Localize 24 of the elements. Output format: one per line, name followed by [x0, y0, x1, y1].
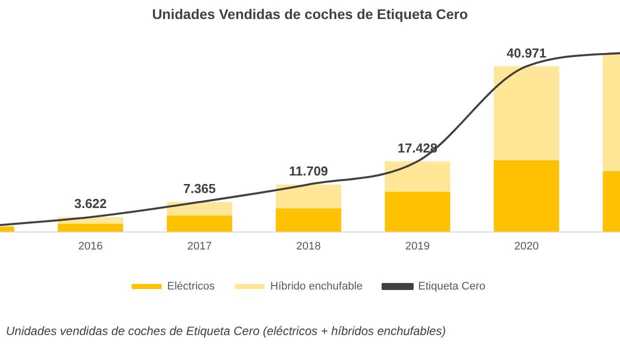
x-tick-label: 2019 — [405, 240, 430, 252]
text: Unidades Vendidas de coches de Etiqueta Cero — [151, 6, 469, 22]
data-label: 40.971 — [506, 45, 546, 60]
x-tick-label: 2020 — [514, 240, 539, 252]
bar — [276, 208, 342, 232]
x-tick-label: 2017 — [187, 240, 212, 252]
bar — [166, 202, 232, 216]
data-label: 11.709 — [288, 164, 328, 179]
bar — [276, 184, 342, 208]
bar — [494, 160, 560, 232]
bar — [166, 216, 232, 232]
bar — [384, 192, 450, 232]
legend-label: Etiqueta Cero — [418, 280, 486, 293]
x-tick-label: 2018 — [296, 240, 321, 252]
data-label: 3.622 — [74, 196, 107, 212]
x-tick-label: 2016 — [78, 240, 103, 252]
data-label: 17.428 — [398, 140, 438, 156]
data-label: 7.365 — [183, 181, 216, 196]
bar — [384, 161, 450, 192]
legend-label: Eléctricos — [167, 280, 216, 293]
legend-label: Híbrido enchufable — [270, 280, 363, 293]
bar — [494, 66, 560, 160]
text: Unidades vendidas de coches de Etiqueta Cero (eléctricos + híbridos enchufables) — [6, 324, 446, 338]
bar — [58, 224, 124, 232]
